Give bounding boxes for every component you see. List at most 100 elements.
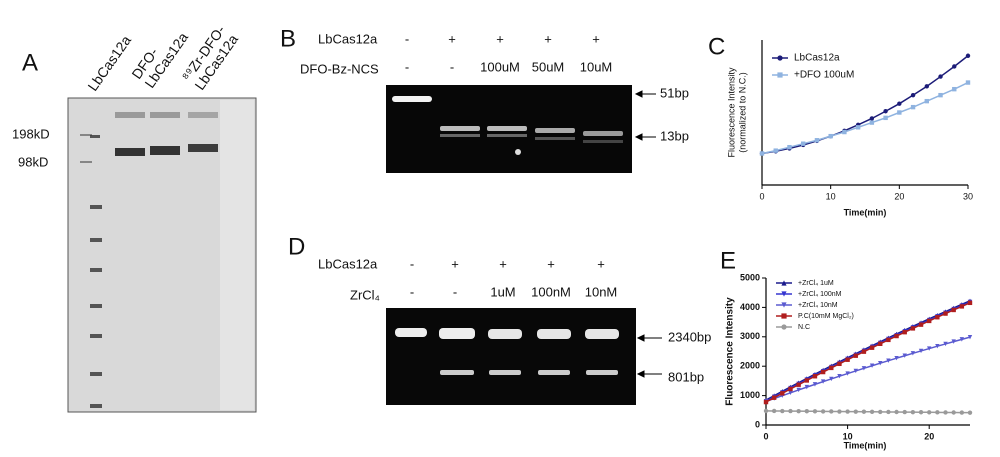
panel-label: E [720, 247, 736, 274]
band-label: 51bp [660, 85, 689, 100]
point [924, 98, 929, 104]
point [959, 337, 965, 342]
point [910, 409, 916, 415]
condition-value: - [405, 31, 409, 46]
point [788, 408, 793, 414]
point [759, 151, 765, 156]
point [918, 410, 924, 415]
gel [386, 308, 636, 405]
point [796, 408, 801, 414]
point [869, 409, 875, 414]
point [935, 410, 940, 415]
y-tick-label: 3000 [740, 331, 760, 341]
size-marker: 98kD [18, 154, 48, 169]
panel-label: C [708, 33, 725, 60]
point [780, 391, 785, 396]
point [869, 116, 875, 121]
legend-label: +DFO 100uM [794, 70, 854, 81]
point [804, 384, 809, 390]
size-marker: 198kD [12, 126, 50, 141]
y-tick-label: 0 [755, 419, 760, 429]
point [829, 409, 834, 414]
point [886, 409, 891, 415]
point [902, 353, 907, 358]
point [886, 337, 891, 343]
point [869, 120, 875, 125]
legend-marker [781, 324, 787, 330]
point [897, 110, 902, 115]
point [853, 353, 858, 358]
point [861, 366, 867, 371]
point [878, 409, 883, 415]
point [967, 300, 973, 306]
legend-label: +ZrCl₄ 100nM [798, 291, 842, 298]
band-label: 801bp [668, 369, 704, 384]
point [886, 358, 891, 363]
ladder [90, 135, 102, 408]
point [951, 307, 956, 313]
condition-value: 1uM [490, 284, 515, 299]
point [902, 329, 907, 335]
point [773, 148, 778, 153]
condition-value: + [448, 31, 456, 46]
point [869, 363, 875, 368]
legend-label: +ZrCl₄ 1uM [798, 280, 834, 287]
point [869, 345, 875, 350]
legend-label: P.C(10mM MgCl₂) [798, 313, 854, 320]
point [883, 115, 888, 121]
condition-value: 50uM [532, 59, 565, 74]
panel-label: B [280, 25, 296, 52]
point [820, 409, 826, 414]
point [788, 390, 793, 395]
y-tick-label: 4000 [740, 302, 760, 312]
panel-label: A [22, 49, 38, 76]
point [967, 334, 973, 340]
condition-name: LbCas12a [318, 256, 378, 271]
point [910, 326, 916, 331]
point [853, 368, 858, 374]
point [837, 361, 842, 367]
point [927, 410, 932, 415]
blot-bands [115, 112, 218, 156]
point [965, 80, 971, 85]
point [894, 356, 899, 361]
condition-value: - [450, 59, 454, 74]
point [801, 141, 806, 146]
condition-name: DFO-Bz-NCS [300, 61, 379, 76]
legend-marker [781, 302, 787, 308]
point [763, 408, 769, 414]
band-label: 13bp [660, 128, 689, 143]
condition-value: + [499, 256, 507, 271]
point [861, 349, 867, 354]
series-line [765, 336, 971, 403]
condition-value: 100uM [480, 59, 520, 74]
point [965, 53, 971, 58]
legend-label: N.C [798, 324, 810, 331]
point [938, 74, 943, 79]
point [787, 144, 792, 150]
point [837, 409, 842, 414]
point [910, 351, 916, 356]
point [959, 410, 965, 415]
point [796, 382, 801, 387]
point [910, 92, 916, 98]
gel-bands [392, 96, 623, 155]
point [845, 409, 850, 414]
legend-label: LbCas12a [794, 53, 840, 64]
point [943, 410, 948, 415]
point [883, 109, 888, 114]
condition-name: ZrCl₄ [350, 287, 380, 302]
point [897, 101, 902, 106]
panel-label: D [288, 233, 305, 260]
point [820, 379, 826, 384]
y-axis-label: Fluorescence Intensity [725, 297, 736, 406]
point [935, 344, 940, 349]
condition-value: + [547, 256, 555, 271]
condition-value: 100nM [531, 284, 571, 299]
y-axis-label: (normalized to N.C.) [737, 72, 747, 153]
condition-value: + [451, 256, 459, 271]
point [918, 322, 924, 327]
series-line [761, 81, 969, 155]
point [918, 348, 924, 354]
